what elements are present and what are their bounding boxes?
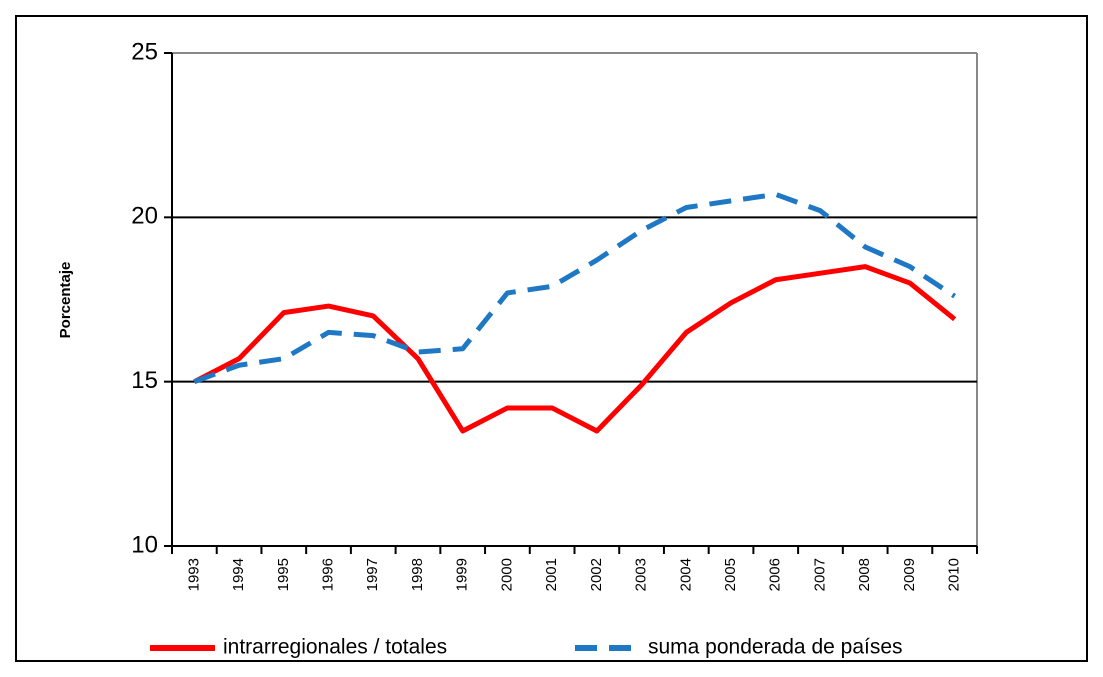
x-tick-label: 1999: [454, 558, 471, 591]
x-tick-label: 2004: [677, 558, 694, 591]
x-tick-label: 1998: [409, 558, 426, 591]
x-tick-label: 1997: [364, 558, 381, 591]
x-tick-label: 1993: [185, 558, 202, 591]
chart-border: [15, 15, 1088, 662]
x-tick-label: 1995: [275, 558, 292, 591]
x-tick-label: 2008: [856, 558, 873, 591]
line-series: [193, 264, 957, 434]
legend-label: suma ponderada de países: [648, 636, 903, 659]
y-tick-label: 20: [131, 203, 158, 230]
line-series: [193, 191, 957, 385]
y-tick-label: 15: [131, 367, 158, 394]
x-tick-label: 1994: [230, 558, 247, 591]
y-tick-label: 25: [131, 38, 158, 65]
y-tick-label: 10: [131, 531, 158, 558]
legend-label: intrarregionales / totales: [223, 636, 447, 659]
x-tick-label: 2002: [588, 558, 605, 591]
x-tick-label: 2005: [722, 558, 739, 591]
x-tick-label: 2003: [633, 558, 650, 591]
x-tick-label: 2006: [767, 558, 784, 591]
x-tick-label: 1996: [319, 558, 336, 591]
x-tick-label: 2001: [543, 558, 560, 591]
x-tick-label: 2009: [901, 558, 918, 591]
x-tick-label: 2000: [498, 558, 515, 591]
y-axis-label: Porcentaje: [57, 262, 74, 339]
x-tick-label: 2010: [946, 558, 963, 591]
x-tick-label: 2007: [811, 558, 828, 591]
